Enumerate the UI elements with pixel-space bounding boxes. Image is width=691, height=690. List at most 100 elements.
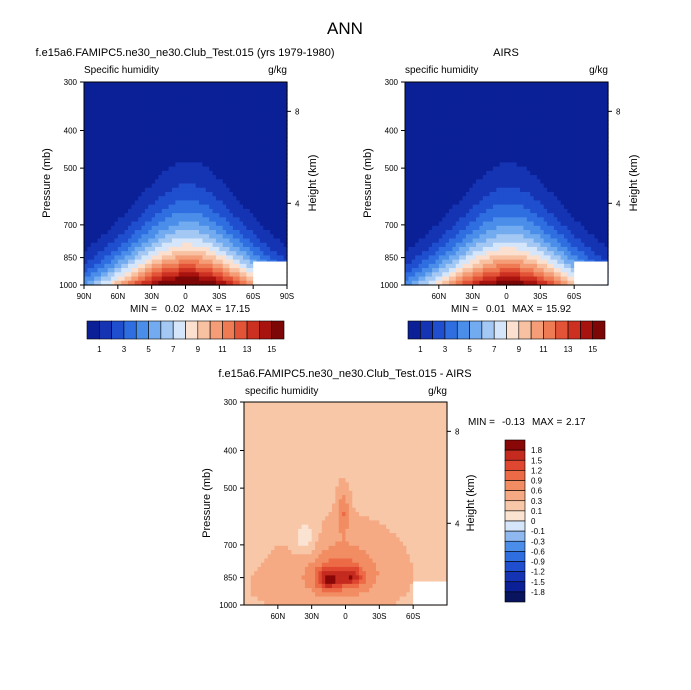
- field-cell: [452, 107, 457, 113]
- field-cell: [195, 120, 200, 125]
- field-cell: [577, 217, 582, 223]
- field-cell: [165, 217, 170, 223]
- field-cell: [127, 179, 132, 185]
- field-cell: [141, 230, 146, 235]
- field-cell: [171, 251, 176, 256]
- field-cell: [509, 208, 514, 214]
- field-cell: [121, 263, 126, 269]
- field-cell: [513, 158, 518, 163]
- field-cell: [591, 200, 596, 206]
- field-cell: [94, 170, 99, 176]
- field-cell: [124, 230, 129, 235]
- field-cell: [540, 175, 545, 180]
- field-cell: [158, 111, 163, 117]
- field-cell: [506, 221, 511, 227]
- field-cell: [131, 175, 136, 180]
- field-cell: [520, 111, 525, 117]
- field-cell: [280, 166, 285, 172]
- field-cell: [84, 90, 88, 96]
- field-cell: [195, 183, 200, 189]
- field-cell: [594, 149, 599, 155]
- field-cell: [148, 115, 153, 121]
- field-cell: [107, 191, 112, 197]
- field-cell: [472, 111, 477, 117]
- field-cell: [219, 136, 224, 142]
- field-cell: [452, 221, 457, 227]
- field-cell: [165, 124, 170, 130]
- field-cell: [604, 191, 609, 197]
- field-cell: [567, 115, 572, 121]
- field-cell: [232, 170, 237, 176]
- field-cell: [212, 158, 217, 163]
- field-cell: [209, 120, 214, 125]
- field-cell: [594, 103, 599, 108]
- field-cell: [226, 196, 231, 202]
- field-cell: [138, 120, 143, 125]
- field-cell: [516, 149, 521, 155]
- field-cell: [134, 259, 139, 265]
- field-cell: [496, 217, 501, 223]
- field-cell: [567, 128, 572, 134]
- field-cell: [482, 204, 487, 210]
- field-cell: [547, 200, 552, 206]
- field-cell: [131, 234, 136, 240]
- field-cell: [435, 187, 440, 193]
- field-cell: [165, 272, 170, 278]
- field-cell: [482, 120, 487, 125]
- field-cell: [90, 187, 95, 193]
- field-cell: [148, 141, 153, 147]
- field-cell: [259, 82, 264, 87]
- field-cell: [188, 175, 193, 180]
- field-cell: [584, 103, 589, 108]
- field-cell: [564, 82, 568, 87]
- field-cell: [496, 183, 501, 189]
- field-cell: [482, 191, 487, 197]
- field-cell: [209, 280, 214, 286]
- field-cell: [246, 145, 251, 151]
- field-cell: [215, 204, 220, 210]
- field-cell: [209, 187, 214, 193]
- field-cell: [165, 183, 170, 189]
- field-cell: [188, 238, 193, 244]
- field-cell: [273, 175, 278, 180]
- field-cell: [84, 263, 88, 269]
- field-cell: [246, 136, 251, 142]
- field-cell: [104, 111, 109, 117]
- field-cell: [584, 153, 589, 159]
- field-cell: [594, 82, 599, 87]
- field-cell: [465, 132, 470, 138]
- field-cell: [107, 238, 112, 244]
- field-cell: [202, 272, 207, 278]
- field-cell: [178, 191, 183, 197]
- field-cell: [188, 268, 193, 273]
- field-cell: [263, 115, 268, 121]
- field-cell: [111, 132, 116, 138]
- field-cell: [97, 166, 102, 172]
- field-cell: [134, 272, 139, 278]
- field-cell: [536, 111, 541, 117]
- field-cell: [161, 86, 166, 92]
- field-cell: [273, 86, 278, 92]
- field-cell: [104, 255, 109, 261]
- field-cell: [114, 170, 119, 176]
- field-cell: [543, 221, 548, 227]
- field-cell: [205, 255, 210, 261]
- field-cell: [175, 107, 180, 113]
- field-cell: [148, 179, 153, 185]
- field-cell: [486, 128, 491, 134]
- field-cell: [229, 141, 234, 147]
- field-cell: [462, 141, 467, 147]
- field-cell: [199, 191, 204, 197]
- field-cell: [155, 276, 160, 282]
- field-cell: [574, 149, 579, 155]
- field-cell: [547, 86, 552, 92]
- field-cell: [476, 196, 481, 202]
- field-cell: [479, 204, 484, 210]
- field-cell: [199, 242, 204, 248]
- field-cell: [591, 166, 596, 172]
- field-cell: [182, 280, 187, 286]
- field-cell: [432, 103, 437, 108]
- field-cell: [84, 179, 88, 185]
- field-cell: [107, 272, 112, 278]
- field-cell: [259, 162, 264, 168]
